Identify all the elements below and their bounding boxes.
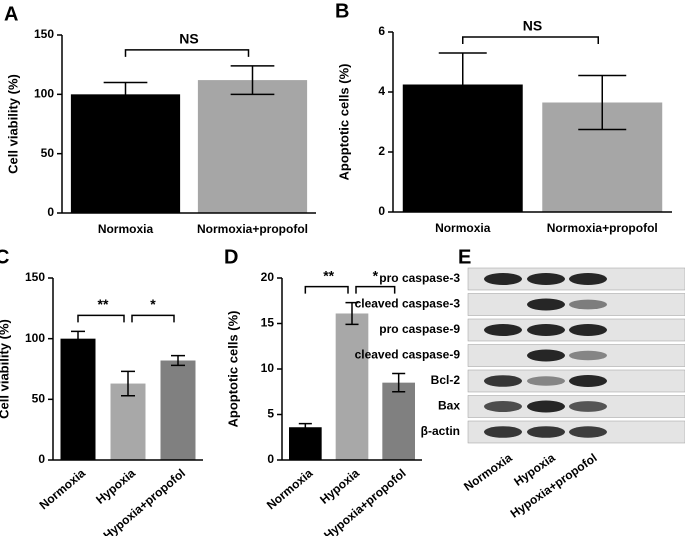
- error-bar: [103, 81, 148, 107]
- y-tick-label: 10: [261, 361, 275, 375]
- y-tick-label: 100: [34, 87, 54, 101]
- blot-row-label: pro caspase-3: [379, 271, 460, 285]
- blot-band: [484, 324, 522, 336]
- blot-row-label: pro caspase-9: [379, 322, 460, 336]
- y-tick-label: 0: [47, 205, 54, 219]
- bar: [289, 427, 322, 460]
- y-tick-label: 100: [25, 331, 45, 345]
- blot-band: [569, 426, 607, 438]
- bar: [60, 338, 96, 460]
- significance-bracket: [131, 314, 175, 323]
- x-tick-label: Normoxia+propofol: [197, 222, 308, 236]
- y-axis-label: Cell viability (%): [0, 319, 11, 419]
- error-bar: [121, 370, 135, 397]
- blot-lane-box: [467, 293, 685, 316]
- blot-band: [527, 298, 565, 311]
- blot-band: [569, 401, 607, 412]
- significance-bracket: [462, 36, 599, 44]
- y-tick-label: 0: [378, 204, 385, 218]
- bar: [160, 360, 196, 460]
- significance-label: **: [323, 267, 334, 283]
- y-tick-label: 6: [378, 24, 385, 38]
- error-bar: [298, 422, 312, 432]
- y-tick-label: 5: [267, 407, 274, 421]
- y-tick-label: 20: [261, 270, 275, 284]
- blot-column-label: Normoxia: [461, 450, 515, 493]
- significance-label: *: [373, 267, 379, 283]
- blot-row-label: Bcl-2: [431, 373, 461, 387]
- blot-band: [527, 400, 565, 413]
- blot-band: [484, 401, 522, 412]
- y-tick-label: 15: [261, 316, 275, 330]
- y-tick-label: 150: [25, 270, 45, 284]
- blot-lane-box: [467, 344, 685, 367]
- blot-band: [527, 376, 565, 386]
- panel-label: C: [0, 246, 9, 268]
- bar: [382, 382, 415, 460]
- significance-label: *: [150, 296, 156, 312]
- bar: [335, 313, 369, 460]
- significance-bracket: [124, 49, 250, 57]
- x-tick-label: Hypoxia: [93, 466, 138, 507]
- y-tick-label: 50: [32, 392, 46, 406]
- panel-label: B: [335, 0, 349, 22]
- blot-band: [569, 299, 607, 310]
- blot-band: [527, 324, 565, 336]
- panel-label: A: [4, 3, 18, 25]
- x-tick-label: Hypoxia: [317, 466, 362, 507]
- x-tick-label: Hypoxia+propofol: [101, 466, 188, 536]
- x-tick-label: Normoxia: [435, 221, 491, 235]
- blot-band: [484, 426, 522, 438]
- bar: [70, 94, 181, 213]
- significance-label: NS: [523, 18, 542, 34]
- y-tick-label: 0: [267, 452, 274, 466]
- significance-bracket: [77, 314, 125, 323]
- blot-band: [527, 273, 565, 285]
- y-tick-label: 50: [41, 146, 55, 160]
- error-bar: [171, 354, 185, 367]
- error-bar: [438, 52, 487, 117]
- significance-label: **: [98, 296, 109, 312]
- x-tick-label: Normoxia: [37, 466, 89, 513]
- error-bar: [578, 74, 627, 131]
- error-bar: [345, 301, 359, 326]
- blot-band: [484, 273, 522, 285]
- y-tick-label: 4: [378, 84, 385, 98]
- y-axis-label: Cell viability (%): [5, 74, 20, 174]
- blot-band: [484, 375, 522, 387]
- error-bar: [230, 65, 275, 96]
- error-bar: [71, 330, 85, 347]
- y-axis-label: Apoptotic cells (%): [336, 63, 351, 180]
- x-tick-label: Normoxia: [98, 222, 154, 236]
- blot-row-label: Bax: [438, 399, 460, 413]
- y-axis-label: Apoptotic cells (%): [225, 310, 240, 427]
- blot-band: [569, 324, 607, 336]
- panel-label: D: [224, 246, 238, 268]
- blot-band: [569, 273, 607, 285]
- blot-band: [569, 350, 607, 361]
- significance-bracket: [355, 285, 396, 294]
- blot-row-label: β-actin: [421, 424, 460, 438]
- x-tick-label: Hypoxia+propofol: [321, 466, 408, 536]
- blot-row-label: cleaved caspase-9: [355, 348, 461, 362]
- y-tick-label: 2: [378, 144, 385, 158]
- error-bar: [392, 372, 406, 393]
- blot-band: [569, 375, 607, 387]
- blot-band: [527, 426, 565, 438]
- significance-bracket: [304, 285, 349, 294]
- y-tick-label: 0: [38, 452, 45, 466]
- y-tick-label: 150: [34, 27, 54, 41]
- significance-label: NS: [179, 31, 198, 47]
- blot-band: [527, 349, 565, 362]
- x-tick-label: Normoxia: [264, 466, 316, 513]
- x-tick-label: Normoxia+propofol: [547, 221, 658, 235]
- blot-row-label: cleaved caspase-3: [355, 297, 461, 311]
- panel-label: E: [458, 246, 471, 268]
- bar: [197, 80, 308, 214]
